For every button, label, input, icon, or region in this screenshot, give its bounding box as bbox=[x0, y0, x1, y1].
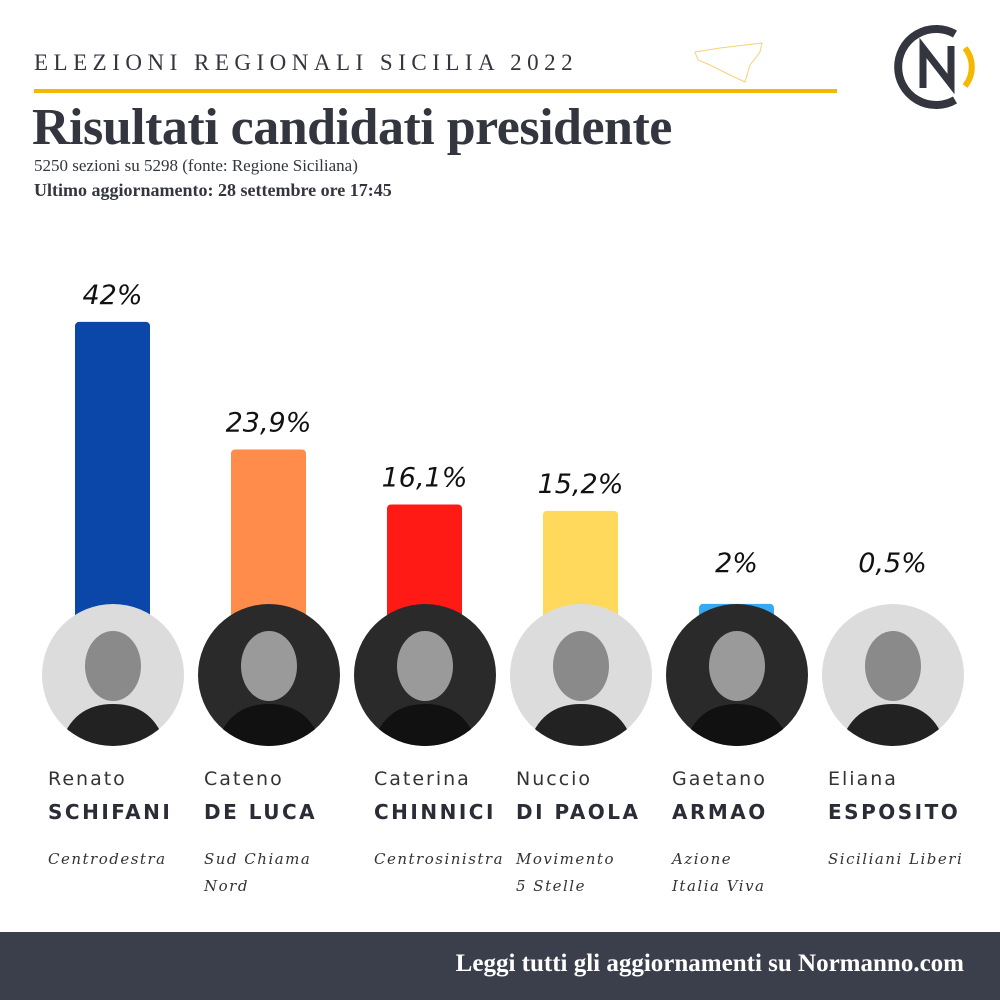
header-rule bbox=[34, 89, 837, 93]
candidate-photo bbox=[353, 604, 496, 746]
candidate-info: Gaetano ARMAO Azione Italia Viva bbox=[672, 768, 832, 900]
candidate-info: Cateno DE LUCA Sud Chiama Nord bbox=[204, 768, 364, 900]
last-name: ARMAO bbox=[672, 800, 768, 824]
first-name: Caterina bbox=[374, 768, 471, 790]
first-name: Nuccio bbox=[516, 768, 593, 790]
party: Movimento 5 Stelle bbox=[516, 850, 615, 895]
footer-bar: Leggi tutti gli aggiornamenti su Normann… bbox=[0, 932, 1000, 1000]
page-title: Risultati candidati presidente bbox=[32, 99, 672, 156]
first-name: Eliana bbox=[828, 768, 898, 790]
party: Centrodestra bbox=[48, 850, 167, 868]
party: Siciliani Liberi bbox=[828, 850, 964, 868]
candidate-photo bbox=[41, 604, 184, 746]
bar bbox=[231, 449, 306, 638]
data-label: 42% bbox=[82, 280, 142, 311]
candidate-info: Eliana ESPOSITO Siciliani Liberi bbox=[828, 768, 988, 873]
bar bbox=[387, 504, 462, 638]
kicker: ELEZIONI REGIONALI SICILIA 2022 bbox=[34, 50, 579, 75]
data-label: 16,1% bbox=[382, 462, 468, 493]
party: Sud Chiama Nord bbox=[204, 850, 312, 895]
candidate-info: Renato SCHIFANI Centrodestra bbox=[48, 768, 208, 873]
last-name: SCHIFANI bbox=[48, 800, 173, 824]
candidate-info: Nuccio DI PAOLA Movimento 5 Stelle bbox=[516, 768, 676, 900]
normanno-logo-icon bbox=[894, 25, 975, 109]
last-updated: Ultimo aggiornamento: 28 settembre ore 1… bbox=[34, 180, 392, 200]
last-name: CHINNICI bbox=[374, 800, 496, 824]
party: Centrosinistra bbox=[374, 850, 505, 868]
data-label: 15,2% bbox=[538, 469, 624, 500]
candidate-photo bbox=[821, 604, 964, 746]
bar bbox=[75, 321, 150, 638]
sicily-map-icon bbox=[694, 42, 763, 83]
first-name: Renato bbox=[48, 768, 127, 790]
candidate-photo bbox=[197, 604, 340, 746]
data-label: 23,9% bbox=[226, 408, 312, 439]
first-name: Gaetano bbox=[672, 768, 767, 790]
last-name: ESPOSITO bbox=[828, 800, 961, 824]
footer-link[interactable]: Leggi tutti gli aggiornamenti su Normann… bbox=[455, 950, 964, 977]
last-name: DE LUCA bbox=[204, 800, 318, 824]
candidate-photo bbox=[509, 604, 652, 746]
candidate-info: Caterina CHINNICI Centrosinistra bbox=[374, 768, 534, 873]
data-label: 2% bbox=[715, 548, 758, 579]
first-name: Cateno bbox=[204, 768, 284, 790]
subtitle: 5250 sezioni su 5298 (fonte: Regione Sic… bbox=[34, 156, 358, 175]
data-label: 0,5% bbox=[858, 548, 927, 579]
party: Azione Italia Viva bbox=[672, 850, 766, 895]
last-name: DI PAOLA bbox=[516, 800, 641, 824]
candidate-photo bbox=[665, 604, 808, 746]
